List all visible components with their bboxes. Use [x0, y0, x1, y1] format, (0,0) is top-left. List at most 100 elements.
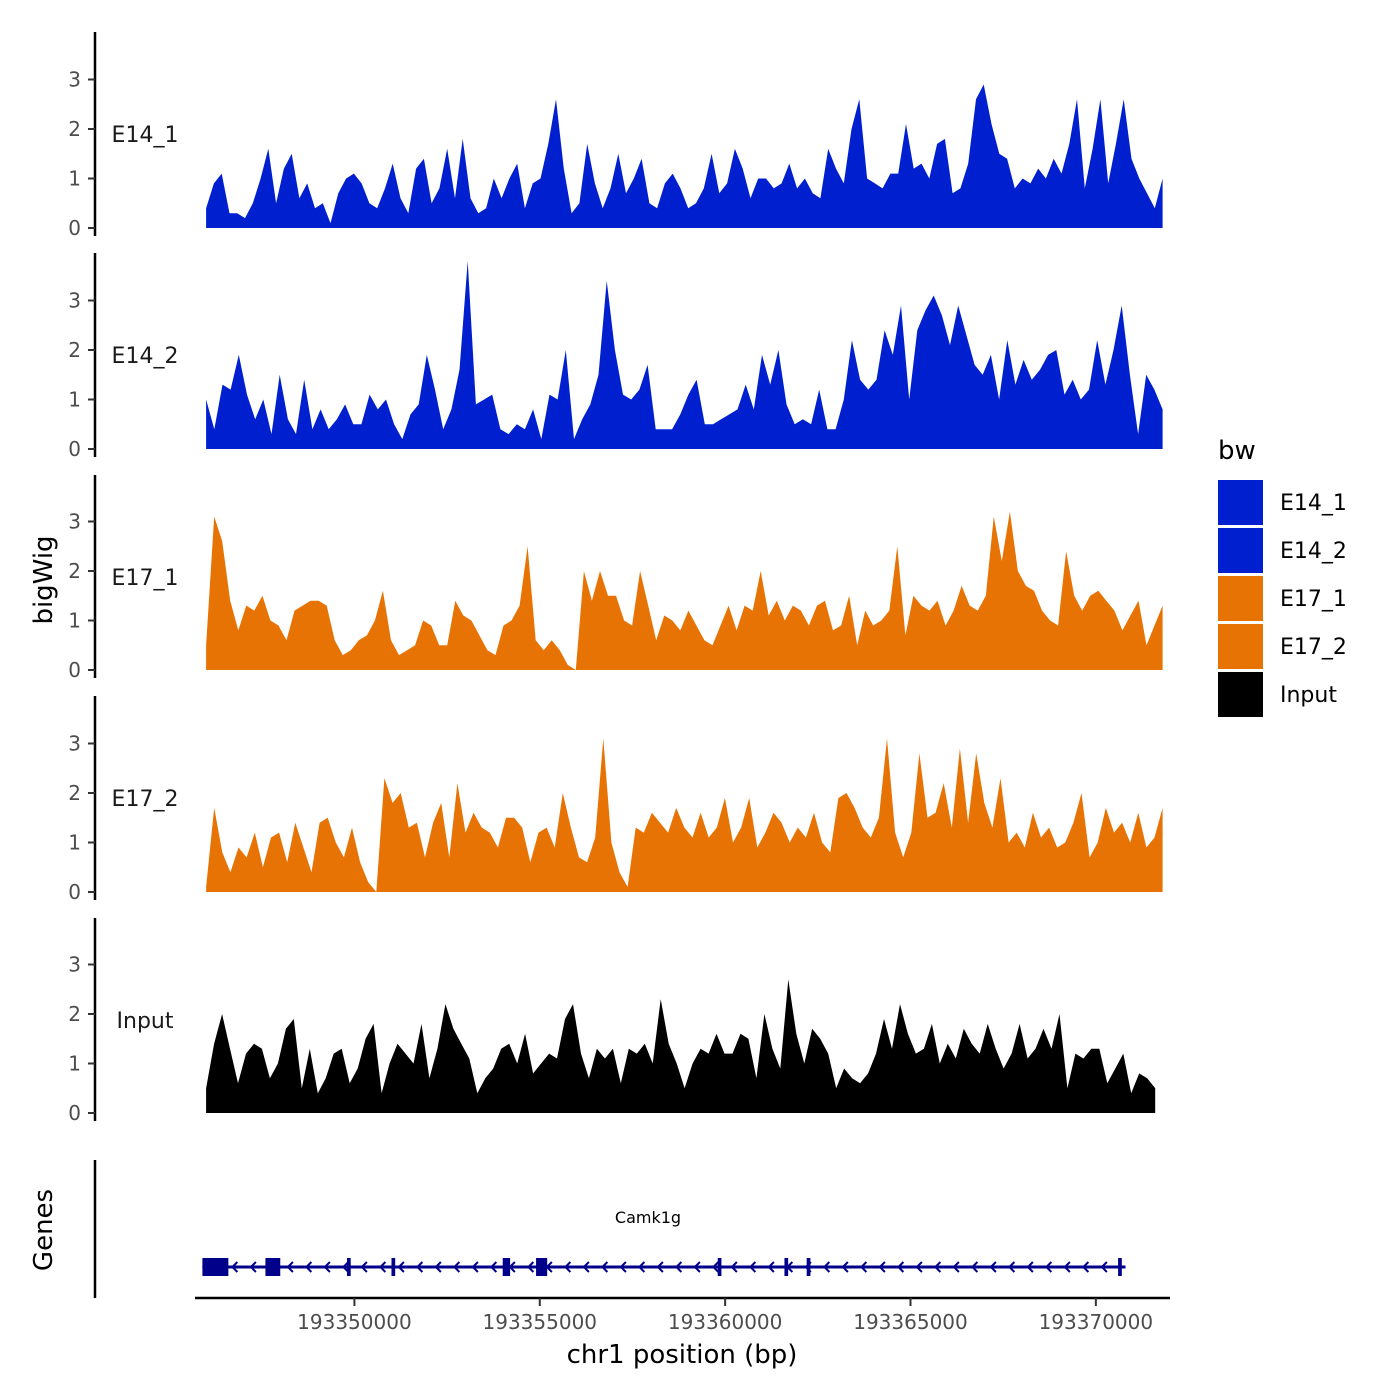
strand-arrow	[600, 1261, 609, 1273]
y-tick-label: 1	[68, 167, 81, 191]
y-tick-label: 2	[68, 117, 81, 141]
track-e14-1: E14_1 0 1 2 3	[68, 32, 1163, 240]
gene-track-title: Genes	[29, 1189, 59, 1271]
strand-arrow	[711, 1261, 720, 1273]
track-e17-2: E17_2 0 1 2 3	[68, 696, 1163, 904]
legend-key-e17-2	[1218, 624, 1263, 669]
strand-arrow	[637, 1261, 646, 1273]
strand-arrow	[1026, 1261, 1034, 1273]
strand-arrow	[748, 1261, 757, 1273]
x-tick-label: 193355000	[483, 1310, 598, 1334]
strand-arrow	[989, 1261, 997, 1273]
y-tick-label: 3	[68, 68, 81, 92]
y-tick-label: 0	[68, 658, 81, 682]
gene-exon	[202, 1258, 229, 1276]
y-axis-title: bigWig	[29, 535, 59, 624]
coverage-area-input	[206, 979, 1156, 1113]
strand-arrow	[804, 1261, 812, 1273]
coverage-area-e17-2	[206, 738, 1163, 892]
gene-exon	[536, 1258, 548, 1276]
track-label-e14-2: E14_2	[112, 344, 179, 369]
y-tick-label: 1	[68, 1052, 81, 1076]
x-axis-title: chr1 position (bp)	[567, 1340, 798, 1370]
gene-exon	[502, 1258, 511, 1276]
strand-arrow	[230, 1261, 239, 1273]
x-tick-label: 193350000	[297, 1310, 412, 1334]
legend-label: Input	[1280, 683, 1337, 708]
legend-title: bw	[1218, 436, 1256, 466]
strand-arrow	[304, 1261, 313, 1273]
strand-arrow	[360, 1261, 368, 1273]
strand-arrow	[693, 1261, 701, 1273]
strand-arrow	[915, 1261, 923, 1273]
gene-exon	[717, 1258, 722, 1276]
legend-label: E14_1	[1280, 491, 1347, 516]
gene-exon	[391, 1258, 396, 1276]
y-tick-label: 1	[68, 609, 81, 633]
strand-arrow	[1081, 1261, 1090, 1273]
y-tick-label: 0	[68, 216, 81, 240]
strand-arrow	[878, 1261, 886, 1273]
strand-arrow	[489, 1261, 498, 1273]
gene-exon	[265, 1258, 281, 1276]
strand-arrow	[933, 1261, 942, 1273]
strand-arrow	[378, 1261, 387, 1273]
track-label-e17-1: E17_1	[112, 566, 179, 591]
track-e17-1: E17_1 0 1 2 3	[68, 475, 1163, 682]
y-tick-label: 3	[68, 510, 81, 534]
strand-arrow	[970, 1261, 979, 1273]
strand-arrow	[341, 1261, 350, 1273]
strand-arrow	[1100, 1261, 1108, 1273]
y-tick-label: 0	[68, 880, 81, 904]
strand-arrow	[286, 1261, 294, 1273]
strand-arrow	[1007, 1261, 1016, 1273]
coverage-area-e14-2	[206, 260, 1163, 449]
strand-arrow	[1063, 1261, 1071, 1273]
x-tick-label: 193370000	[1039, 1310, 1154, 1334]
strand-arrow	[582, 1261, 590, 1273]
legend-label: E17_2	[1280, 635, 1347, 660]
y-tick-label: 2	[68, 1002, 81, 1026]
strand-arrow	[249, 1261, 257, 1273]
strand-arrow	[267, 1261, 276, 1273]
legend-key-e14-1	[1218, 480, 1263, 525]
y-tick-label: 2	[68, 338, 81, 362]
strand-arrow	[545, 1261, 553, 1273]
y-tick-label: 3	[68, 732, 81, 756]
y-tick-label: 1	[68, 388, 81, 412]
x-tick-label: 193365000	[853, 1310, 968, 1334]
strand-arrow	[323, 1261, 331, 1273]
y-tick-label: 0	[68, 1101, 81, 1125]
strand-arrow	[397, 1261, 405, 1273]
y-tick-label: 1	[68, 831, 81, 855]
track-input: Input 0 1 2 3	[68, 918, 1156, 1125]
y-tick-label: 3	[68, 289, 81, 313]
strand-arrow	[859, 1261, 868, 1273]
y-tick-label: 0	[68, 437, 81, 461]
gene-label: Camk1g	[615, 1208, 681, 1227]
strand-arrow	[896, 1261, 905, 1273]
strand-arrow	[822, 1261, 831, 1273]
strand-arrow	[674, 1261, 683, 1273]
strand-arrow	[434, 1261, 442, 1273]
gene-track: Genes Camk1g	[29, 1160, 1126, 1298]
legend-label: E17_1	[1280, 587, 1347, 612]
gene-exon	[346, 1258, 351, 1276]
strand-arrow	[952, 1261, 960, 1273]
track-e14-2: E14_2 0 1 2 3	[68, 253, 1163, 461]
gene-exon	[806, 1258, 811, 1276]
track-label-e17-2: E17_2	[112, 787, 179, 812]
track-label-e14-1: E14_1	[112, 123, 179, 148]
strand-arrow	[526, 1261, 535, 1273]
strand-arrow	[471, 1261, 479, 1273]
strand-arrow	[656, 1261, 664, 1273]
x-tick-label: 193360000	[668, 1310, 783, 1334]
strand-arrow	[563, 1261, 572, 1273]
legend-label: E14_2	[1280, 539, 1347, 564]
strand-arrow	[1044, 1261, 1053, 1273]
strand-arrow	[619, 1261, 627, 1273]
y-tick-label: 2	[68, 781, 81, 805]
strand-arrow	[730, 1261, 738, 1273]
strand-arrow	[508, 1261, 516, 1273]
